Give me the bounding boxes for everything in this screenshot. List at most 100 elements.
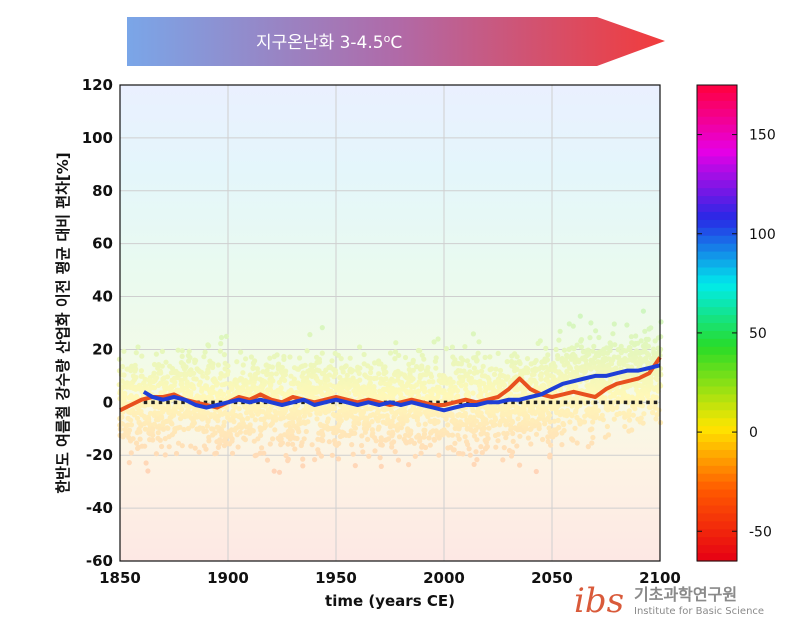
scatter-point <box>425 364 431 371</box>
colorbar-strip <box>697 100 737 110</box>
scatter-point <box>653 395 659 401</box>
scatter-point <box>274 394 280 400</box>
scatter-point <box>243 356 249 362</box>
scatter-point <box>157 437 163 443</box>
scatter-point <box>492 415 498 421</box>
scatter-point <box>493 366 499 372</box>
scatter-point <box>300 456 306 462</box>
scatter-point <box>192 445 198 451</box>
scatter-point <box>126 460 132 466</box>
scatter-point <box>508 358 515 365</box>
colorbar-tick-label: 100 <box>749 227 776 243</box>
colorbar-tick-label: 150 <box>749 128 776 144</box>
scatter-point <box>622 423 628 430</box>
scatter-point <box>408 428 414 434</box>
scatter-point <box>658 319 664 325</box>
scatter-point <box>273 371 279 377</box>
scatter-point <box>387 350 394 356</box>
ibs-logo: ibs 기초과학연구원 Institute for Basic Science <box>574 581 764 621</box>
scatter-point <box>406 412 412 418</box>
scatter-point <box>561 427 567 434</box>
scatter-point <box>137 436 143 442</box>
scatter-point <box>150 432 156 438</box>
scatter-point <box>119 414 125 420</box>
colorbar-strip <box>697 362 737 372</box>
scatter-point <box>359 433 365 439</box>
ibs-logo-korean: 기초과학연구원 <box>634 585 737 604</box>
scatter-point <box>462 413 468 419</box>
scatter-point <box>164 374 171 380</box>
colorbar-strip <box>697 283 737 292</box>
scatter-point <box>128 422 135 428</box>
scatter-point <box>509 419 516 425</box>
scatter-point <box>517 462 523 468</box>
scatter-point <box>344 372 350 378</box>
scatter-point <box>389 418 395 424</box>
scatter-point <box>147 421 153 427</box>
colorbar-strip <box>697 132 737 142</box>
scatter-point <box>366 453 372 459</box>
scatter-point <box>384 413 390 419</box>
scatter-point <box>533 357 539 364</box>
colorbar-strip <box>697 418 737 427</box>
scatter-point <box>352 425 358 431</box>
colorbar-strip <box>697 307 737 316</box>
scatter-point <box>493 444 499 450</box>
scatter-point <box>283 406 289 412</box>
colorbar-strip <box>697 180 737 189</box>
scatter-point <box>250 428 256 434</box>
colorbar-strip <box>697 330 737 340</box>
scatter-point <box>223 381 229 387</box>
scatter-point <box>179 353 185 359</box>
scatter-point <box>386 436 392 442</box>
scatter-point <box>399 383 405 389</box>
colorbar-strip <box>697 378 737 388</box>
colorbar-strip <box>697 227 737 237</box>
scatter-point <box>237 412 243 418</box>
scatter-point <box>537 338 543 344</box>
scatter-point <box>196 449 202 455</box>
scatter-point <box>376 388 383 394</box>
scatter-point <box>599 412 605 418</box>
scatter-point <box>371 384 377 390</box>
scatter-point <box>155 430 161 436</box>
scatter-point <box>479 450 485 456</box>
scatter-point <box>355 385 361 391</box>
scatter-point <box>237 429 243 435</box>
scatter-point <box>441 388 447 394</box>
scatter-point <box>578 337 585 343</box>
scatter-point <box>173 450 180 457</box>
scatter-point <box>224 404 230 410</box>
colorbar-strip <box>697 410 737 419</box>
scatter-point <box>357 365 363 371</box>
scatter-point <box>368 365 374 371</box>
scatter-point <box>121 372 127 378</box>
scatter-point <box>600 417 606 423</box>
scatter-point <box>121 394 127 401</box>
y-axis-title: 한반도 여름철 강수량 산업화 이전 평균 대비 편차[%] <box>54 152 72 493</box>
scatter-point <box>480 363 486 369</box>
scatter-point <box>505 374 511 380</box>
scatter-point <box>361 422 367 428</box>
scatter-point <box>602 395 608 401</box>
scatter-point <box>427 418 433 424</box>
colorbar-strip <box>697 315 737 324</box>
scatter-point <box>395 422 401 428</box>
scatter-point <box>305 419 311 425</box>
scatter-point <box>210 384 216 391</box>
scatter-point <box>377 455 383 461</box>
scatter-point <box>396 352 402 358</box>
scatter-point <box>285 456 291 462</box>
scatter-point <box>406 462 412 468</box>
scatter-point <box>247 372 253 378</box>
scatter-point <box>478 444 484 450</box>
scatter-point <box>633 333 639 339</box>
scatter-point <box>147 377 153 384</box>
scatter-point <box>495 350 501 356</box>
scatter-point <box>128 450 134 456</box>
scatter-point <box>198 369 205 375</box>
scatter-point <box>398 425 404 431</box>
scatter-point <box>525 435 532 441</box>
scatter-point <box>282 377 288 383</box>
scatter-point <box>626 417 633 423</box>
